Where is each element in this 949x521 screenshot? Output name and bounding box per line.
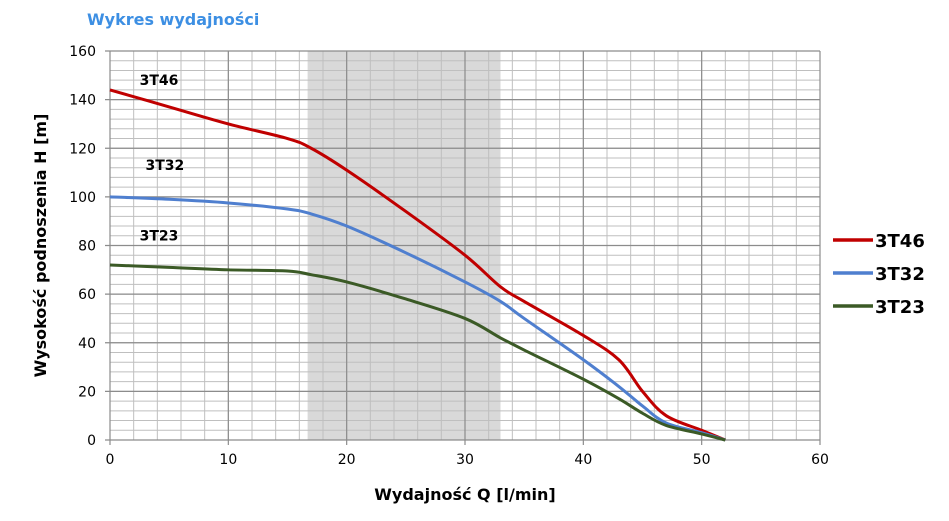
legend-label-3t46: 3T46 — [875, 231, 925, 252]
x-axis-label: Wydajność Q [l/min] — [374, 485, 555, 504]
y-tick-label: 20 — [78, 384, 96, 400]
y-tick-label: 60 — [78, 287, 96, 303]
legend-label-3t32: 3T32 — [875, 264, 925, 285]
x-tick-label: 20 — [338, 452, 356, 468]
series-line-3t23 — [109, 263, 726, 442]
x-tick-label: 60 — [811, 452, 829, 468]
curve-label-3t32: 3T32 — [146, 158, 185, 174]
legend-label-3t23: 3T23 — [875, 297, 925, 318]
y-tick-label: 0 — [87, 433, 96, 449]
x-tick-label: 40 — [574, 452, 592, 468]
curve-label-3t46: 3T46 — [140, 73, 179, 89]
curve-label-3t23: 3T23 — [140, 229, 179, 245]
series-line-3t46 — [109, 88, 726, 442]
y-tick-label: 40 — [78, 336, 96, 352]
y-tick-label: 140 — [69, 93, 96, 109]
x-tick-label: 30 — [456, 452, 474, 468]
x-tick-label: 10 — [219, 452, 237, 468]
x-tick-label: 0 — [106, 452, 115, 468]
chart-title: Wykres wydajności — [87, 10, 260, 29]
x-tick-label: 50 — [693, 452, 711, 468]
series-line-3t32 — [109, 195, 726, 442]
y-tick-label: 160 — [69, 44, 96, 60]
y-tick-label: 100 — [69, 190, 96, 206]
y-tick-label: 80 — [78, 239, 96, 255]
y-axis-label: Wysokość podnoszenia H [m] — [31, 114, 50, 378]
y-tick-label: 120 — [69, 141, 96, 157]
